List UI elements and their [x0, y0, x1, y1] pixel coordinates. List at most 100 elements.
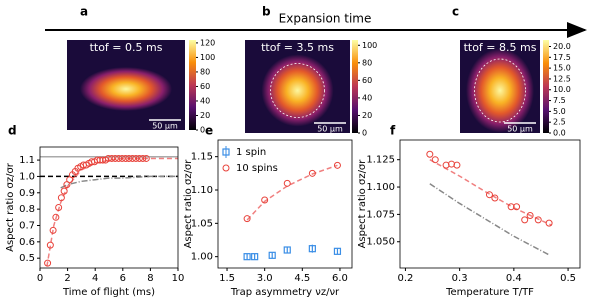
time-label: ttof = 8.5 ms — [464, 41, 537, 54]
colorbar-tick-label: 0.0 — [553, 129, 566, 138]
line — [46, 157, 178, 267]
point — [49, 226, 57, 234]
point — [526, 211, 534, 219]
cloud — [466, 48, 534, 133]
x-tick-label: 2 — [64, 273, 70, 284]
y-tick-label: 0.5 — [19, 253, 35, 264]
x-tick-label: 4 — [92, 273, 98, 284]
x-tick-label: 0.3 — [452, 273, 468, 284]
y-tick-label: 1.100 — [366, 182, 395, 193]
x-tick-label: 0.2 — [397, 273, 413, 284]
plot-frame — [39, 146, 179, 269]
x-tick-label: 4.5 — [294, 273, 310, 284]
scale-label: 50 μm — [507, 125, 533, 134]
y-tick-label: 0.7 — [19, 220, 35, 231]
panel-label: a — [80, 5, 88, 19]
x-tick-label: 0 — [37, 273, 43, 284]
colorbar — [352, 40, 358, 133]
point — [57, 194, 65, 202]
colorbar-tick-label: 60 — [200, 82, 210, 91]
colorbar-tick-label: 12.5 — [553, 74, 571, 83]
point — [142, 154, 150, 162]
colorbar-tick-label: 10.0 — [553, 85, 571, 94]
point — [108, 154, 116, 162]
colorbar-tick-label: 15.0 — [553, 64, 571, 73]
y-tick-label: 1.10 — [191, 185, 213, 196]
cloud — [80, 67, 172, 111]
point — [46, 241, 54, 249]
colorbar-tick-label: 40 — [362, 93, 372, 102]
point — [333, 247, 342, 255]
point — [283, 246, 291, 254]
point — [431, 156, 439, 164]
x-tick-label: 10 — [172, 273, 185, 284]
y-tick-label: 1.0 — [19, 171, 35, 182]
y-tick-label: 0.8 — [19, 204, 35, 215]
point — [308, 169, 316, 177]
x-tick-label: 8 — [147, 273, 153, 284]
y-tick-label: 1.075 — [366, 209, 395, 220]
colorbar-tick-label: 0 — [200, 126, 205, 135]
time-label: ttof = 3.5 ms — [261, 41, 334, 54]
plot-frame — [217, 139, 353, 269]
fit-ring — [270, 63, 325, 118]
point — [491, 194, 499, 202]
y-axis-label: Aspect ratio σz/σr — [357, 159, 368, 249]
x-tick-label: 3.0 — [257, 273, 273, 284]
y-tick-label: 1.125 — [366, 155, 395, 166]
legend-label: 10 spins — [236, 163, 278, 174]
point — [132, 154, 140, 162]
line — [429, 183, 550, 256]
colorbar-tick-label: 100 — [200, 53, 215, 62]
y-tick-label: 1.00 — [191, 252, 213, 263]
colorbar-tick-label: 0 — [362, 129, 367, 138]
point — [111, 154, 119, 162]
colorbar-tick-label: 5.0 — [553, 107, 566, 116]
point — [243, 253, 251, 261]
y-tick-label: 0.9 — [19, 188, 35, 199]
y-tick-label: 0.6 — [19, 237, 35, 248]
point — [122, 154, 130, 162]
point — [545, 219, 553, 227]
point — [507, 203, 515, 211]
x-axis-label: Time of flight (ms) — [62, 287, 155, 298]
point — [104, 154, 112, 162]
point — [243, 215, 251, 223]
panel-label: e — [205, 124, 213, 138]
colorbar-tick-label: 100 — [362, 41, 377, 50]
y-tick-label: 1.05 — [191, 218, 213, 229]
colorbar-tick-label: 120 — [200, 38, 215, 47]
point — [453, 161, 461, 169]
point — [60, 187, 68, 195]
point — [139, 154, 147, 162]
point — [513, 203, 521, 211]
colorbar-tick-label: 17.5 — [553, 53, 571, 62]
point — [251, 253, 259, 261]
y-axis-label: Aspect ratio σz/σr — [183, 159, 194, 249]
legend-label: 1 spin — [236, 147, 266, 158]
y-tick-label: 1.15 — [191, 152, 213, 163]
colorbar — [189, 40, 196, 130]
panel-label: b — [262, 5, 271, 19]
colorbar-tick-label: 80 — [200, 67, 210, 76]
point — [52, 213, 60, 221]
x-tick-label: 6.0 — [332, 273, 348, 284]
plot-frame — [399, 139, 581, 269]
scale-label: 50 μm — [317, 125, 343, 134]
point — [128, 154, 136, 162]
y-tick-label: 1.1 — [19, 155, 35, 166]
colorbar-tick-label: 20.0 — [553, 42, 571, 51]
time-label: ttof = 0.5 ms — [90, 41, 163, 54]
point — [55, 204, 63, 211]
colorbar-tick-label: 2.5 — [553, 118, 566, 127]
line — [60, 175, 178, 189]
point — [485, 191, 493, 199]
point — [534, 216, 542, 224]
point — [426, 150, 434, 158]
point — [44, 259, 52, 267]
panel-label: c — [452, 5, 459, 19]
colorbar — [543, 40, 549, 133]
point — [135, 154, 143, 162]
